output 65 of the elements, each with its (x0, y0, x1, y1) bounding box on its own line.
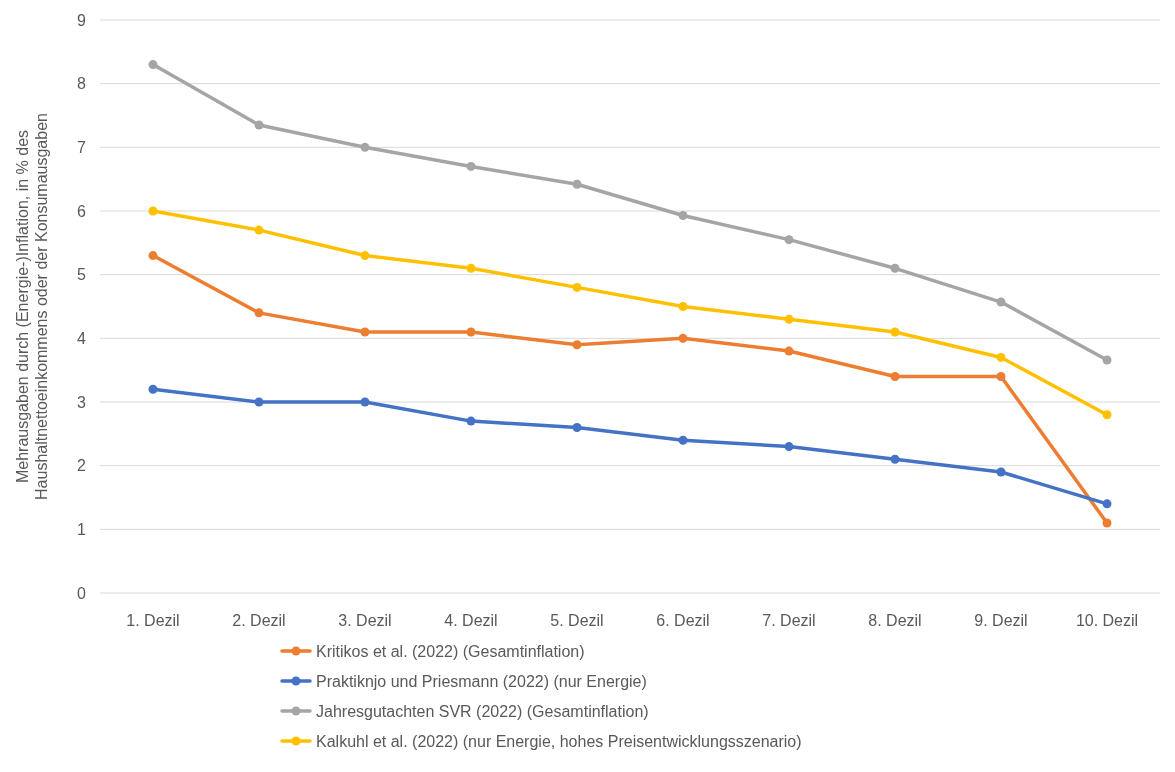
point (254, 225, 264, 235)
point (148, 384, 158, 394)
y-tick-label: 3 (77, 393, 87, 411)
legend-label: Kalkuhl et al. (2022) (nur Energie, hohes Preisentwicklungsszenario) (316, 732, 802, 750)
point (466, 161, 476, 171)
x-tick-label: 10. Dezil (1075, 612, 1139, 629)
y-tick-label: 7 (77, 138, 87, 156)
point (784, 442, 794, 452)
point (148, 206, 158, 216)
x-tick-label: 9. Dezil (974, 612, 1028, 629)
point (784, 346, 794, 356)
y-tick-label: 4 (77, 329, 87, 347)
x-tick-label: 1. Dezil (126, 612, 180, 629)
point (890, 372, 900, 382)
point (1102, 499, 1112, 509)
point (360, 142, 370, 152)
point (572, 179, 582, 189)
point (678, 302, 688, 311)
y-tick-label: 5 (77, 266, 87, 284)
point (678, 333, 688, 343)
x-tick-label: 8. Dezil (868, 612, 922, 629)
legend-label: Kritikos et al. (2022) (Gesamtinflation) (316, 642, 585, 660)
point (572, 422, 582, 432)
legend-label: Praktiknjo und Priesmann (2022) (nur Energie) (316, 672, 647, 690)
point (360, 397, 370, 407)
x-tick-label: 5. Dezil (550, 612, 604, 629)
point (572, 282, 582, 292)
point (678, 210, 688, 220)
x-tick-label: 3. Dezil (338, 612, 392, 629)
point (678, 435, 688, 445)
point (890, 327, 900, 337)
y-tick-label: 0 (77, 584, 87, 602)
y-tick-label: 8 (77, 75, 87, 93)
point (254, 308, 264, 318)
point (360, 327, 370, 337)
x-tick-label: 2. Dezil (232, 612, 286, 629)
point (996, 467, 1006, 477)
y-tick-label: 1 (77, 520, 87, 538)
point (996, 352, 1006, 362)
point (360, 251, 370, 261)
point (1102, 355, 1112, 365)
point (784, 235, 794, 245)
point (890, 454, 900, 464)
point (996, 372, 1006, 382)
x-tick-label: 6. Dezil (656, 612, 710, 629)
point (148, 60, 158, 70)
y-tick-label: 6 (77, 202, 87, 220)
point (1102, 518, 1112, 528)
point (148, 251, 158, 261)
point (466, 263, 476, 273)
point (1102, 410, 1112, 420)
y-tick-label: 2 (77, 457, 87, 475)
point (254, 120, 264, 130)
point (254, 397, 264, 407)
y-tick-label: 9 (77, 11, 87, 29)
x-tick-label: 4. Dezil (444, 612, 498, 629)
point (466, 416, 476, 426)
point (466, 327, 476, 337)
legend-label: Jahresgutachten SVR (2022) (Gesamtinflation) (316, 702, 649, 720)
point (996, 297, 1006, 307)
point (890, 263, 900, 273)
point (784, 314, 794, 324)
y-axis-title: Mehrausgaben durch (Energie-)Inflation, in % des Haushaltnettoeinkommens oder der Konsumausgaben (14, 113, 51, 500)
point (572, 340, 582, 350)
x-tick-label: 7. Dezil (762, 612, 816, 629)
